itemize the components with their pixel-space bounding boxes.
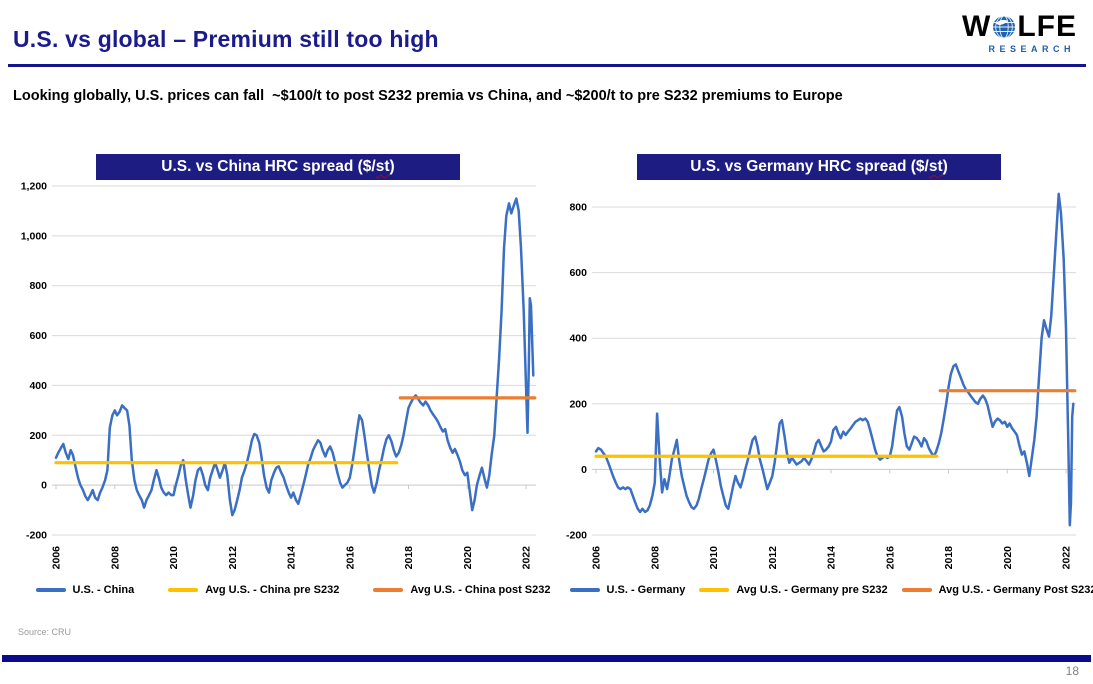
- page-title: U.S. vs global – Premium still too high: [13, 26, 439, 52]
- legend-item: U.S. - China: [35, 584, 135, 596]
- y-axis-tick-label: 1,200: [21, 181, 47, 193]
- legend-item: Avg U.S. - Germany Post S232: [901, 584, 1093, 596]
- x-axis-tick-label: 2020: [462, 546, 474, 570]
- globe-swoosh: [996, 19, 1009, 25]
- legend-swatch: [699, 588, 730, 592]
- y-axis-tick-label: 0: [41, 480, 47, 492]
- page-number: 18: [1065, 664, 1079, 678]
- legend-swatch: [373, 588, 404, 592]
- wolfe-research-logo: W LFE RESEARCH: [962, 12, 1077, 55]
- x-axis-tick-label: 2010: [168, 546, 180, 570]
- y-axis-tick-label: 0: [581, 464, 587, 476]
- chart-title-us-china: U.S. vs China HRC spread ($/st): [96, 154, 460, 180]
- y-axis-tick-label: -200: [566, 530, 587, 542]
- legend-label: Avg U.S. - Germany pre S232: [736, 584, 888, 596]
- x-axis-tick-label: 2010: [708, 546, 720, 570]
- chart-plot-us-germany: 800 600 400 200 0 -200 2006 2008 2010 2012 2014 201…: [566, 192, 1077, 570]
- x-axis-tick-label: 2012: [227, 546, 239, 570]
- y-axis-tick-label: 600: [29, 330, 47, 342]
- legend-swatch: [168, 588, 199, 592]
- x-axis-tick-label: 2020: [1002, 546, 1014, 570]
- legend-us-china: U.S. - China Avg U.S. - China pre S232 Avg…: [35, 584, 551, 596]
- chart-plot-us-china: 1,200 1,000 800 600 400 200 0 -200 2006 2008 2010 2…: [21, 181, 537, 570]
- x-axis-tick-label: 2008: [109, 546, 121, 570]
- slide-subtitle: Looking globally, U.S. prices can fall ~…: [13, 88, 843, 104]
- globe-icon: [993, 15, 1016, 39]
- spread-line: [594, 192, 1075, 527]
- footer-bar: [2, 655, 1091, 662]
- legend-swatch: [901, 588, 932, 592]
- x-axis-tick-label: 2014: [286, 546, 298, 570]
- chart-title-text: U.S. vs China HRC spread ($/: [161, 158, 376, 175]
- legend-label: U.S. - Germany: [606, 584, 686, 596]
- legend-item: U.S. - Germany: [569, 584, 686, 596]
- legend-swatch: [35, 588, 66, 592]
- chart-title-text: U.S. vs Germany HRC spread ($/: [690, 158, 929, 175]
- legend-item: Avg U.S. - Germany pre S232: [699, 584, 888, 596]
- y-axis-tick-label: 800: [569, 202, 587, 214]
- legend-us-germany: U.S. - Germany Avg U.S. - Germany pre S23…: [569, 584, 1093, 596]
- logo-wordmark: W LFE: [962, 12, 1077, 42]
- header-divider: [8, 64, 1086, 67]
- x-axis-tick-label: 2014: [826, 546, 838, 570]
- chart-us-china: U.S. vs China HRC spread ($/st) 1,200 1,0…: [8, 152, 551, 622]
- y-axis-tick-label: 600: [569, 267, 587, 279]
- legend-label: Avg U.S. - Germany Post S232: [938, 584, 1093, 596]
- x-axis-tick-label: 2016: [344, 546, 356, 570]
- x-axis-tick-label: 2018: [943, 546, 955, 570]
- chart-title-unit: st: [928, 158, 943, 175]
- y-axis-tick-label: 200: [29, 430, 47, 442]
- y-axis-tick-label: 400: [569, 333, 587, 345]
- chart-title-unit: st: [375, 158, 390, 175]
- chart-title-close: ): [942, 158, 948, 175]
- legend-item: Avg U.S. - China post S232: [373, 584, 551, 596]
- logo-word-end: LFE: [1017, 10, 1077, 43]
- source-text: Source: CRU: [18, 627, 72, 637]
- x-axis-tick-label: 2008: [649, 546, 661, 570]
- x-axis-tick-label: 2016: [884, 546, 896, 570]
- legend-label: Avg U.S. - China pre S232: [205, 584, 340, 596]
- chart-us-germany: U.S. vs Germany HRC spread ($/st) 800 600…: [548, 152, 1093, 622]
- x-axis-tick-label: 2006: [51, 546, 63, 570]
- spread-line: [54, 197, 535, 517]
- chart-title-us-germany: U.S. vs Germany HRC spread ($/st): [637, 154, 1001, 180]
- y-axis-tick-label: 800: [29, 280, 47, 292]
- y-axis-tick-label: -200: [26, 530, 47, 542]
- legend-swatch: [569, 588, 600, 592]
- x-axis-tick-label: 2012: [767, 546, 779, 570]
- legend-item: Avg U.S. - China pre S232: [168, 584, 339, 596]
- legend-label: Avg U.S. - China post S232: [410, 584, 551, 596]
- x-axis-tick-label: 2006: [591, 546, 603, 570]
- x-axis-tick-label: 2018: [403, 546, 415, 570]
- x-axis-tick-label: 2022: [1061, 546, 1073, 570]
- y-axis-tick-label: 1,000: [21, 230, 47, 242]
- logo-word-start: W: [962, 10, 992, 43]
- y-axis-tick-label: 200: [569, 398, 587, 410]
- y-axis-tick-label: 400: [29, 380, 47, 392]
- legend-label: U.S. - China: [72, 584, 135, 596]
- x-axis-tick-label: 2022: [521, 546, 533, 570]
- chart-title-close: ): [389, 158, 395, 175]
- logo-subtext: RESEARCH: [988, 44, 1075, 54]
